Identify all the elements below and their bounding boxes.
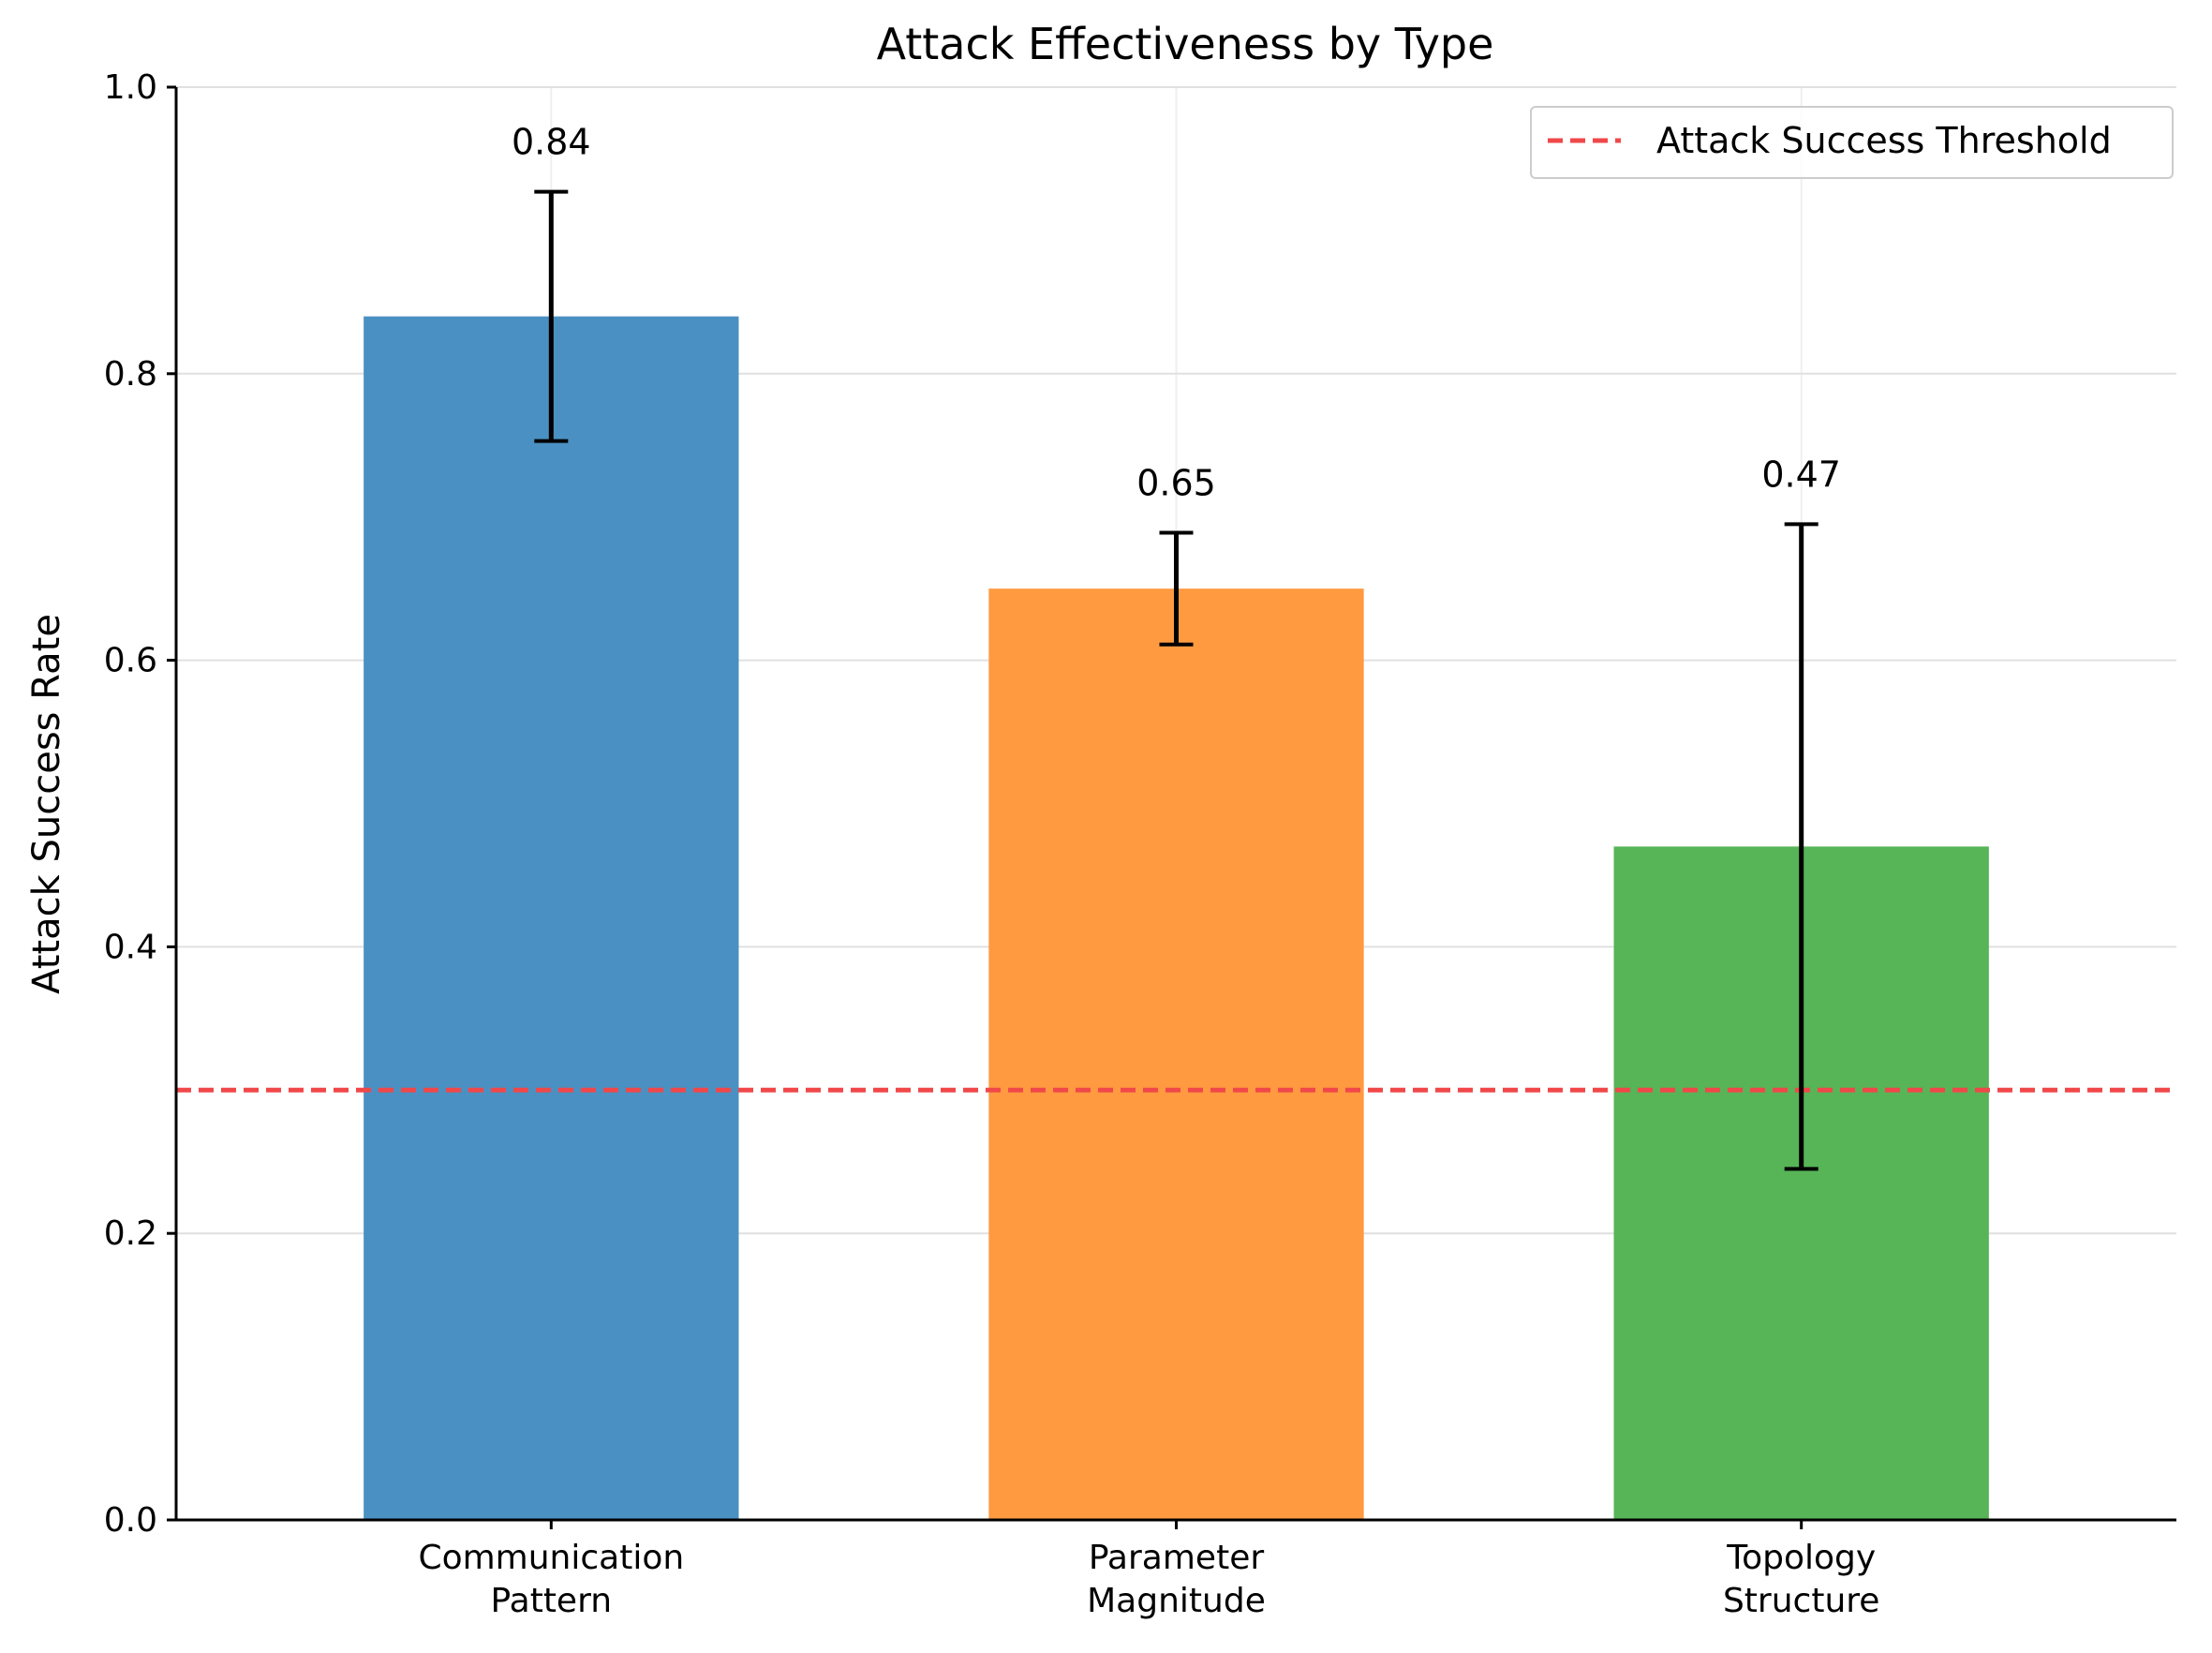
data-label-1: 0.65 [1136, 463, 1216, 504]
x-tick-label-line-0-1: Pattern [491, 1582, 613, 1620]
y-tick-label-2: 0.4 [104, 928, 157, 966]
y-axis-label: Attack Success Rate [25, 614, 68, 994]
data-label-0: 0.84 [512, 122, 591, 163]
x-tick-label-line-1-0: Parameter [1089, 1539, 1264, 1577]
y-tick-label-3: 0.6 [104, 642, 157, 680]
y-tick-label-0: 0.0 [104, 1501, 157, 1540]
labels-layer: 0.84 0.65 0.47 0.0 0.2 0.4 0.6 0.8 1.0 Communicat… [104, 68, 1880, 1620]
x-tick-label-2: Topology Structure [1723, 1539, 1879, 1620]
x-tick-label-line-2-0: Topology [1726, 1539, 1876, 1577]
x-tick-label-line-2-1: Structure [1723, 1582, 1879, 1620]
x-tick-label-line-0-0: Communication [418, 1539, 684, 1577]
legend-box [1530, 106, 2174, 179]
y-tick-label-5: 1.0 [104, 68, 157, 107]
x-tick-label-0: Communication Pattern [418, 1539, 684, 1620]
x-tick-label-line-1-1: Magnitude [1087, 1582, 1266, 1620]
x-tick-label-1: Parameter Magnitude [1087, 1539, 1266, 1620]
error-bars-layer [534, 189, 1819, 1171]
bars-layer [364, 316, 1989, 1520]
axes-layer [167, 85, 2176, 1529]
legend: Attack Success Threshold [1530, 106, 2174, 179]
data-label-2: 0.47 [1761, 454, 1841, 495]
chart-title: Attack Effectiveness by Type [877, 19, 1494, 69]
legend-threshold-label: Attack Success Threshold [1656, 120, 2112, 161]
bar-0 [364, 316, 739, 1520]
y-tick-label-1: 0.2 [104, 1214, 157, 1253]
bar-1 [988, 588, 1364, 1520]
y-tick-label-4: 0.8 [104, 355, 157, 394]
